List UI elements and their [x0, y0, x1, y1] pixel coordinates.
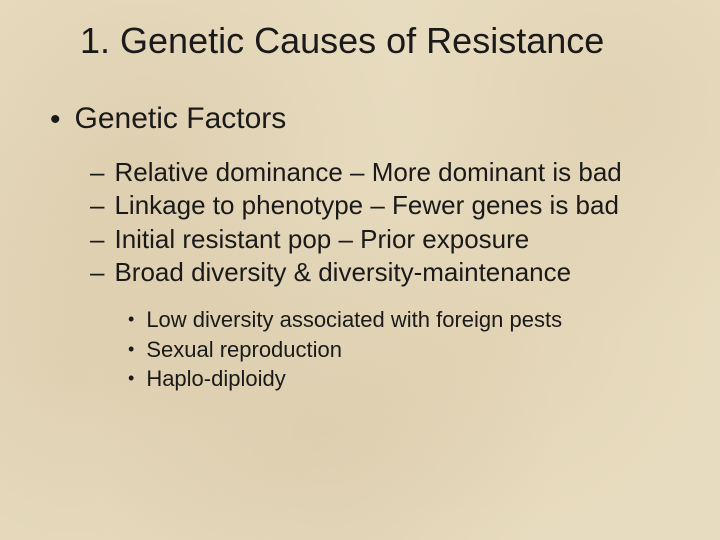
level3-text: Haplo-diploidy	[146, 364, 285, 394]
slide-title: 1. Genetic Causes of Resistance	[80, 20, 680, 62]
dash-icon: –	[90, 189, 104, 222]
bullet-dot: •	[128, 364, 134, 393]
list-item: – Initial resistant pop – Prior exposure	[90, 223, 680, 256]
list-item: – Relative dominance – More dominant is …	[90, 156, 680, 189]
list-item: • Sexual reproduction	[128, 335, 680, 365]
dash-icon: –	[90, 256, 104, 289]
level2-group: – Relative dominance – More dominant is …	[90, 156, 680, 289]
bullet-level1: • Genetic Factors	[50, 102, 680, 138]
level2-text: Linkage to phenotype – Fewer genes is ba…	[114, 189, 618, 222]
level3-text: Sexual reproduction	[146, 335, 342, 365]
list-item: • Low diversity associated with foreign …	[128, 305, 680, 335]
level2-text: Broad diversity & diversity-maintenance	[114, 256, 571, 289]
bullet-dot: •	[128, 305, 134, 334]
level3-group: • Low diversity associated with foreign …	[128, 305, 680, 394]
dash-icon: –	[90, 156, 104, 189]
level3-text: Low diversity associated with foreign pe…	[146, 305, 562, 335]
level2-text: Initial resistant pop – Prior exposure	[114, 223, 529, 256]
dash-icon: –	[90, 223, 104, 256]
bullet-dot: •	[50, 102, 61, 138]
list-item: – Broad diversity & diversity-maintenanc…	[90, 256, 680, 289]
list-item: – Linkage to phenotype – Fewer genes is …	[90, 189, 680, 222]
list-item: • Haplo-diploidy	[128, 364, 680, 394]
level2-text: Relative dominance – More dominant is ba…	[114, 156, 621, 189]
level1-text: Genetic Factors	[75, 102, 287, 136]
bullet-dot: •	[128, 335, 134, 364]
slide-content: 1. Genetic Causes of Resistance • Geneti…	[0, 0, 720, 414]
